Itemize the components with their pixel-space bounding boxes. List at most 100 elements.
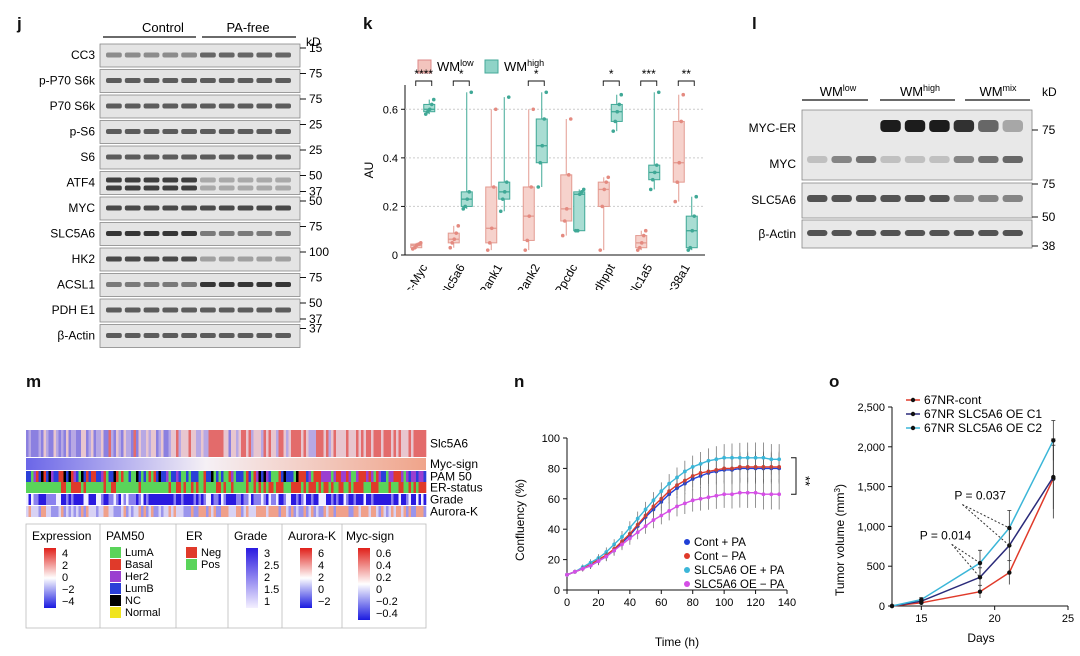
heatmap-cell (73, 506, 77, 517)
heatmap-cell (43, 482, 47, 493)
blot-band (143, 103, 160, 109)
heatmap-cell (411, 430, 414, 457)
heatmap-cell (236, 506, 239, 517)
legend-title-expression: Expression (32, 529, 91, 543)
heatmap-cell (363, 506, 367, 517)
blot-band (807, 230, 828, 236)
heatmap-cell (98, 471, 102, 482)
data-point (679, 119, 684, 124)
heatmap-cell (43, 506, 47, 517)
heatmap-cell (396, 471, 399, 482)
heatmap-cell (356, 482, 359, 493)
heatmap-cell (241, 506, 244, 517)
heatmap-cell (176, 494, 179, 505)
heatmap-cell (358, 471, 362, 482)
heatmap-cell (406, 506, 409, 517)
heatmap-cell (118, 506, 122, 517)
heatmap-cell (223, 506, 227, 517)
blot-band (218, 307, 235, 313)
heatmap-cell (313, 506, 317, 517)
heatmap-cell (288, 430, 292, 457)
blot-band (200, 205, 216, 211)
heatmap-cell (346, 506, 349, 517)
heatmap-cell (246, 471, 249, 482)
heatmap-cell (148, 471, 152, 482)
heatmap-cell (273, 482, 277, 493)
heatmap-cell (291, 506, 294, 517)
heatmap-cell (156, 482, 159, 493)
legend-item-basal: Basal (125, 559, 153, 571)
heatmap-cell (243, 482, 247, 493)
blot-label-atf4: ATF4 (67, 175, 96, 189)
heatmap-cell (368, 430, 372, 457)
heatmap-cell (273, 471, 277, 482)
data-point (431, 97, 436, 102)
heatmap-row-label-aurora-k: Aurora-K (430, 505, 478, 519)
heatmap-cell (333, 482, 337, 493)
heatmap-cell (58, 430, 62, 457)
heatmap-cell (128, 430, 132, 457)
group-label-pa-free: PA-free (226, 20, 269, 35)
heatmap-cell (413, 430, 417, 457)
blot-band (1002, 120, 1023, 132)
heatmap-cell (191, 494, 194, 505)
heatmap-cell (226, 494, 229, 505)
heatmap-cell (56, 506, 59, 517)
data-point (418, 241, 423, 245)
heatmap-cell (83, 494, 87, 505)
heatmap-cell (373, 430, 377, 457)
heatmap-cell (328, 494, 332, 505)
data-point (544, 90, 549, 95)
heatmap-cell (48, 494, 52, 505)
data-point (617, 102, 622, 107)
heatmap-cell (416, 494, 419, 505)
blot-band (143, 129, 160, 134)
heatmap-cell (398, 506, 402, 517)
heatmap-cell (121, 494, 124, 505)
heatmap-cell (238, 471, 242, 482)
heatmap-cell (216, 482, 219, 493)
heatmap-cell (361, 471, 364, 482)
data-point (650, 177, 655, 182)
heatmap-cell (348, 482, 352, 493)
blot-band (275, 154, 291, 160)
point-67nr-slc5a6-oe-c1 (1007, 543, 1012, 548)
heatmap-cell (416, 471, 419, 482)
heatmap-cell (286, 471, 289, 482)
colorbar-tick: 2.5 (264, 560, 279, 572)
data-point (450, 241, 455, 245)
heatmap-cell (36, 482, 39, 493)
heatmap-cell (396, 494, 399, 505)
x-tick-label-k: Slc1a5 (625, 261, 656, 290)
heatmap-cell (248, 494, 252, 505)
heatmap-cell (248, 430, 252, 457)
heatmap-cell (146, 506, 149, 517)
heatmap-cell (171, 506, 174, 517)
heatmap-cell (358, 430, 362, 457)
blot-band (275, 307, 291, 313)
legend-label-67nr-slc5a6-oe-c2: 67NR SLC5A6 OE C2 (924, 421, 1042, 435)
blot-band (218, 256, 235, 262)
heatmap-cell (141, 494, 144, 505)
heatmap-cell (393, 494, 397, 505)
heatmap-cell (281, 506, 284, 517)
data-point (681, 92, 686, 97)
heatmap-cell (128, 471, 132, 482)
heatmap-cell (33, 494, 37, 505)
heatmap-cell (316, 430, 319, 457)
heatmap-cell (208, 494, 212, 505)
heatmap-cell (413, 494, 417, 505)
point-67nr-slc5a6-oe-c2 (1007, 525, 1012, 531)
colorbar-tick: 2 (62, 560, 68, 572)
heatmap-cell (28, 494, 32, 505)
heatmap-cell (253, 430, 257, 457)
x-tick-label-k: Slc5a6 (437, 261, 468, 290)
heatmap-cell (311, 430, 314, 457)
heatmap-cell (321, 471, 324, 482)
heatmap-cell (273, 430, 277, 457)
blot-band (124, 78, 141, 83)
heatmap-cell (111, 430, 114, 457)
heatmap-cell (261, 471, 264, 482)
x-tick-label-n: 80 (687, 597, 699, 609)
heatmap-cell (371, 430, 374, 457)
